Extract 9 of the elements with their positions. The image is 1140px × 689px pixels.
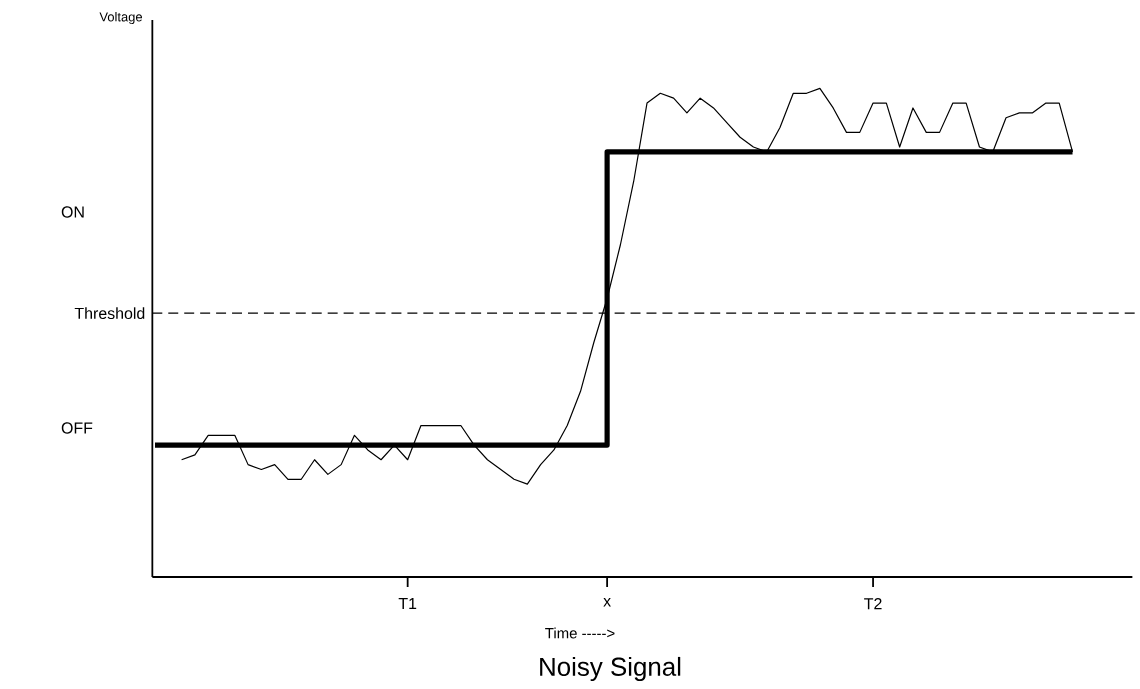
text: ON bbox=[61, 206, 84, 218]
ref-line-label: Threshold bbox=[74, 307, 145, 320]
x-tick-label: x bbox=[603, 598, 611, 607]
text: OFF bbox=[61, 422, 93, 434]
y-axis-title: Voltage bbox=[99, 11, 143, 25]
x-axis-title: Time -----> bbox=[545, 627, 615, 639]
x-tick-label: T2 bbox=[864, 598, 882, 610]
text: Noisy Signal bbox=[540, 656, 681, 682]
x-tick-label: T1 bbox=[398, 598, 417, 610]
